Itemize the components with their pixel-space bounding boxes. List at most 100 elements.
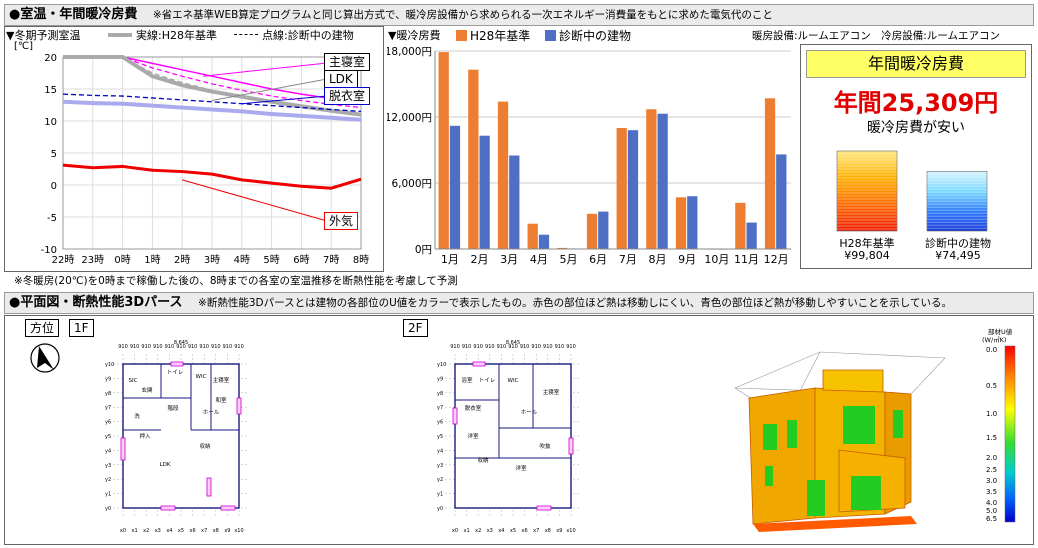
heating-chart-panel: 0円 6,000円 12,000円 18,000円 1月 2月 3月 4月 5月 6月 7月 8月 9月… [385, 26, 800, 272]
plan-dim: 910 [462, 344, 472, 350]
plan-room-label: 収納 [199, 442, 211, 450]
plan-dim: 910 [543, 344, 553, 350]
diagnosis-bar-value: ¥74,495 [935, 249, 981, 262]
floorplan-panel: 方位 1F 2F 910 x0 910 x1 910 x2 910 x3 910 x4 910 x5 9… [4, 315, 1034, 545]
plan-axis: y5 [105, 434, 111, 440]
plan-dim: 910 [485, 344, 495, 350]
bar [646, 109, 657, 249]
x-tick-label: 5時 [263, 254, 279, 266]
plan-room-label: 浴室 [461, 376, 473, 384]
plan-dim: 910 [508, 344, 518, 350]
plan-dim: 910 [497, 344, 507, 350]
bar [479, 135, 490, 249]
x-tick-label: 2月 [471, 253, 489, 266]
section-note: ※断熱性能3Dパースとは建物の各部位のU値をカラーで表示したもの。赤色の部位ほど… [198, 297, 952, 309]
plan-axis: x3 [155, 528, 161, 534]
u-value-tick-label: 5.0 [986, 507, 998, 515]
temperature-chart-header: ▼冬期予測室温 [6, 29, 81, 42]
bar [616, 128, 627, 249]
bar [497, 101, 509, 249]
x-tick-label: 7時 [323, 254, 339, 266]
u-value-tick-label: 0.5 [986, 382, 998, 390]
plan-dim: 910 [450, 344, 460, 350]
plan-total-dim: 8,645 [174, 340, 188, 346]
plan-axis: y9 [437, 376, 443, 382]
y-tick-label: 15 [44, 85, 57, 96]
plan-window [472, 361, 486, 367]
heating-cost-chart: 0円 6,000円 12,000円 18,000円 1月 2月 3月 4月 5月 6月 7月 8月 9月… [385, 46, 791, 266]
section-header-temperature: ●室温・年間暖冷房費 ※省エネ基準WEB算定プログラムと同じ算出方式で、暖冷房設… [4, 4, 1034, 26]
x-tick-label: 9月 [678, 253, 696, 266]
legend-h28-label: H28年基準 [470, 29, 531, 43]
plan-axis: y3 [105, 463, 111, 469]
plan-dim: 910 [566, 344, 576, 350]
x-tick-label: 3時 [204, 254, 220, 266]
x-tick-label: 11月 [734, 253, 759, 266]
plan-axis: x1 [132, 528, 138, 534]
direction-label: 方位 [25, 319, 60, 337]
floorplan-2f: 910 x0 910 x1 910 x2 910 x3 910 x4 910 x5 910 x6 910 x7… [437, 340, 581, 534]
plan-dim: 910 [555, 344, 565, 350]
bar [746, 222, 757, 249]
x-tick-label: 10月 [704, 253, 729, 266]
section-header-floorplan: ●平面図・断熱性能3Dパース ※断熱性能3Dパースとは建物の各部位のU値をカラー… [4, 292, 1034, 314]
bar [449, 125, 461, 249]
plot-area [62, 56, 362, 250]
u-value-tick-label: 0.0 [986, 346, 998, 354]
section-note: ※省エネ基準WEB算定プログラムと同じ算出方式で、暖冷房設備から求められる一次エ… [152, 9, 773, 21]
y-tick-label: 12,000円 [387, 112, 432, 124]
plan-axis: x2 [475, 528, 481, 534]
plan-axis: x8 [545, 528, 551, 534]
u-value-unit: (W/㎡K) [982, 336, 1007, 344]
y-tick-label: 0円 [415, 244, 432, 256]
bar [627, 130, 639, 249]
legend-dashed-swatch [234, 34, 258, 35]
x-tick-label: 1月 [441, 253, 459, 266]
plan-dim: 910 [153, 344, 163, 350]
plan-window [120, 437, 126, 461]
plan-dim: 910 [118, 344, 128, 350]
legend-h28: H28年基準 [456, 27, 530, 44]
plan-window [536, 505, 552, 511]
legend-solid-swatch [108, 33, 132, 37]
plan-room-label: 主寝室 [213, 376, 230, 384]
plan-axis: y7 [437, 405, 443, 411]
plan-axis: y8 [437, 391, 443, 397]
plan-room-label: WIC [508, 378, 519, 384]
x-tick-label: 5月 [560, 253, 578, 266]
plan-room-label: LDK [160, 462, 171, 468]
plan-axis: x10 [234, 528, 243, 534]
legend-diagnosis-swatch [545, 30, 556, 41]
plan-dim: 910 [234, 344, 244, 350]
x-tick-label: 2時 [174, 254, 190, 266]
legend-solid: 実線:H28年基準 [108, 27, 217, 43]
plan-window [568, 437, 574, 455]
compass-icon [30, 343, 60, 373]
plan-room-label: 洗 [134, 412, 140, 420]
u-value-tick-label: 3.5 [986, 488, 998, 496]
plan-window [236, 397, 242, 415]
plan-axis: y6 [105, 420, 111, 426]
bar [598, 211, 609, 249]
y-tick-label: -5 [47, 213, 57, 224]
plan-room-label: 和室 [215, 396, 227, 404]
plan-dim: 910 [199, 344, 209, 350]
plan-axis: y3 [437, 463, 443, 469]
plan-axis: y10 [105, 362, 114, 368]
series-line [62, 99, 362, 122]
y-tick-label: 5 [51, 149, 57, 160]
plan-room-label: 階段 [167, 404, 179, 412]
bar [657, 113, 668, 249]
plan-axis: x9 [556, 528, 562, 534]
plan-axis: x8 [213, 528, 219, 534]
plan-dim: 910 [130, 344, 140, 350]
plan-axis: x6 [190, 528, 196, 534]
plan-dim: 910 [531, 344, 541, 350]
plan-axis: x7 [533, 528, 539, 534]
u-value-title: 部材U値 [988, 328, 1013, 336]
plan-dim: 910 [141, 344, 151, 350]
section-title: ●平面図・断熱性能3Dパース [9, 295, 183, 310]
plan-dim: 910 [176, 344, 186, 350]
y-tick-label: -10 [41, 245, 57, 256]
plan-room-label: 脱衣室 [465, 404, 482, 412]
